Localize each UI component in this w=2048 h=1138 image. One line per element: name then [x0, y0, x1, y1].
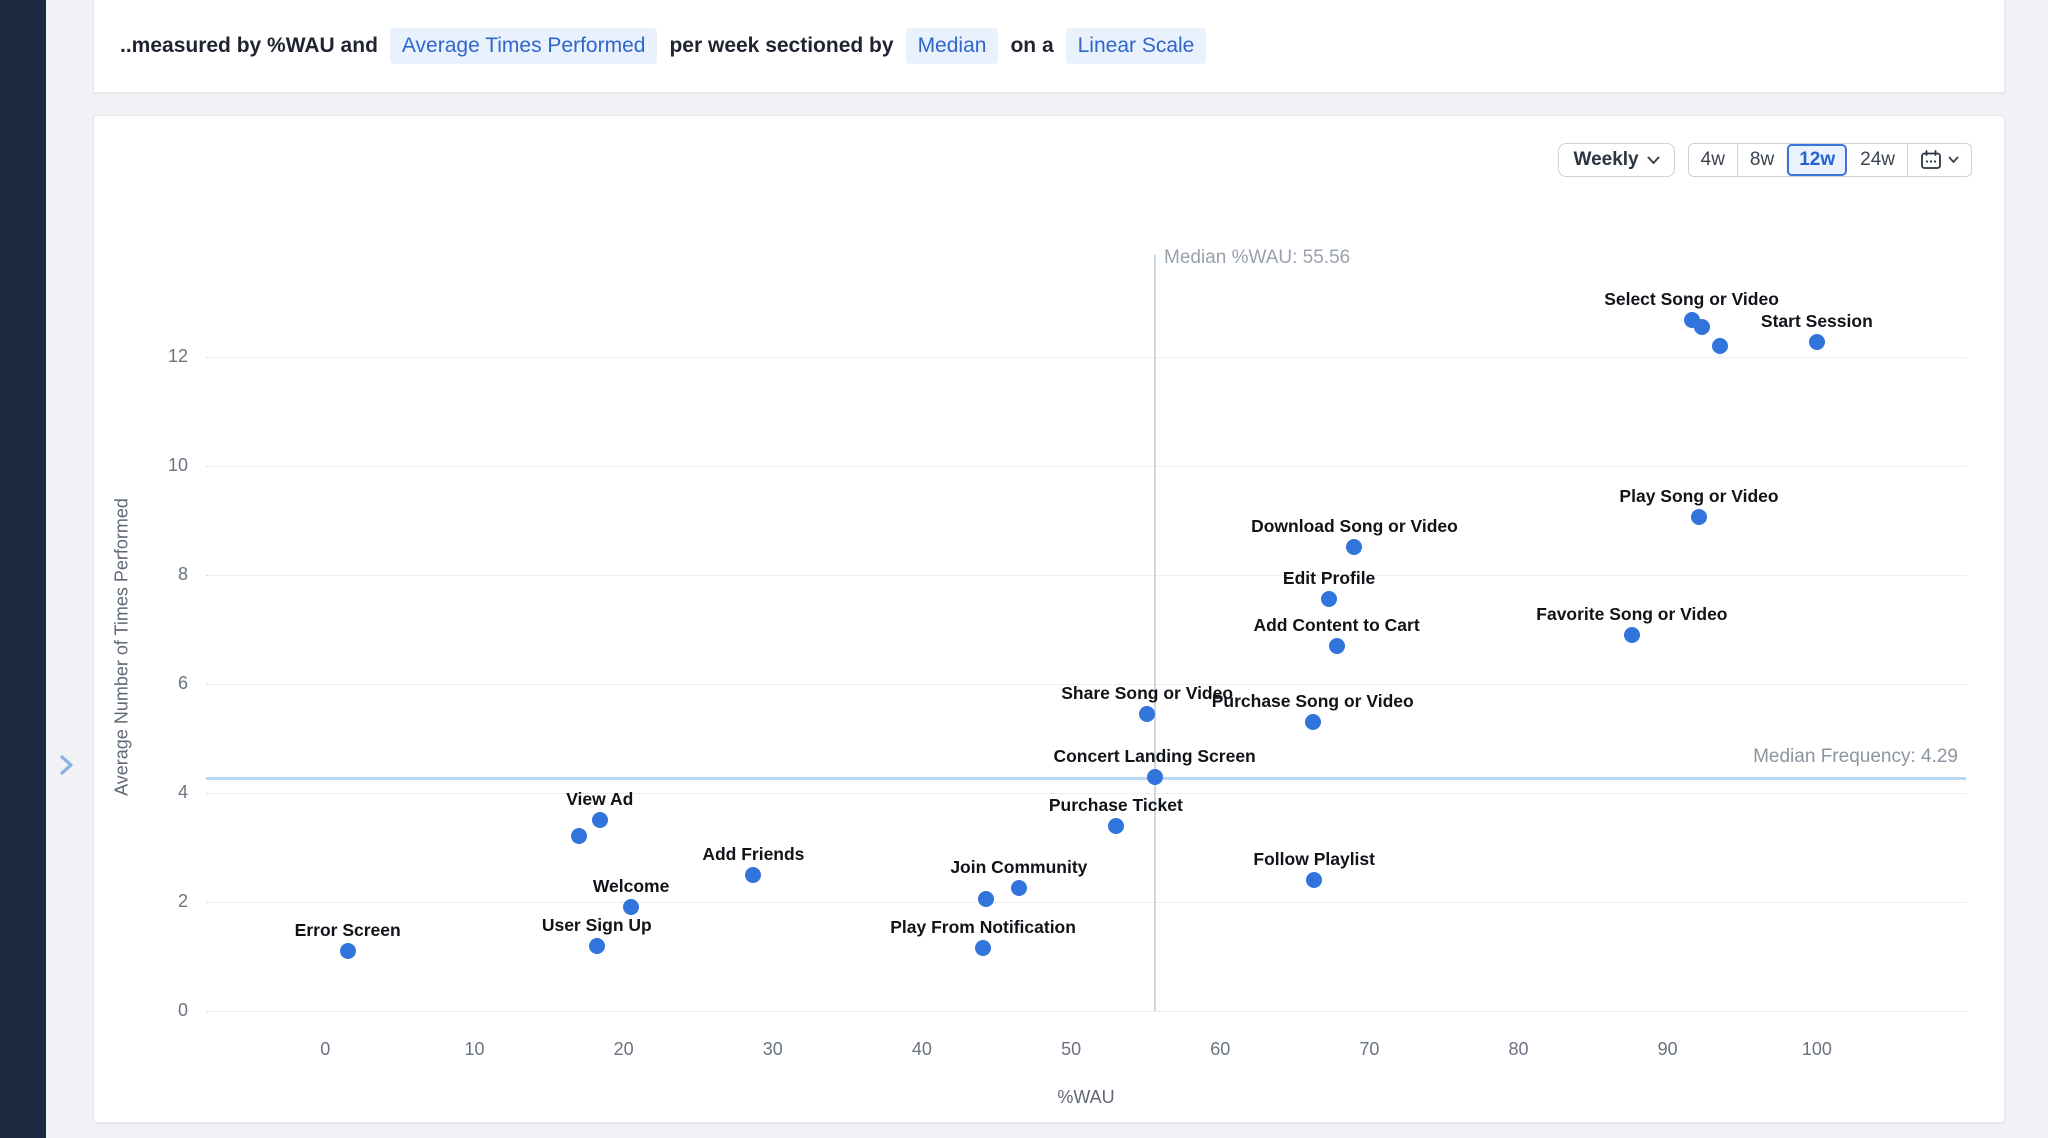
sidebar-expand-chevron-icon[interactable]	[52, 752, 80, 780]
section-selector-pill[interactable]: Median	[905, 27, 999, 64]
scatter-chart-card: Weekly 4w 8w 12w 24w	[93, 115, 2005, 1123]
data-point-label: Purchase Ticket	[1048, 794, 1183, 815]
data-point-welcome[interactable]	[623, 899, 640, 916]
x-tick-label-60: 60	[1210, 1039, 1231, 1059]
data-point-label: Follow Playlist	[1253, 849, 1375, 870]
interval-dropdown-label: Weekly	[1573, 149, 1639, 170]
chart-controls: Weekly 4w 8w 12w 24w	[1558, 143, 1972, 177]
data-point-label: User Sign Up	[541, 914, 652, 935]
data-point-label: Welcome	[592, 876, 670, 897]
left-nav-rail	[0, 0, 46, 1138]
data-point-label: Select Song or Video	[1604, 288, 1779, 309]
data-point-add-content-to-cart[interactable]	[1328, 637, 1345, 654]
x-tick-label-30: 30	[762, 1039, 783, 1059]
data-point-label: Concert Landing Screen	[1053, 746, 1256, 767]
x-tick-label-20: 20	[613, 1039, 634, 1059]
y-tick-label-10: 10	[167, 454, 188, 475]
gridline-y-10	[206, 465, 1966, 467]
gridline-y-6	[206, 683, 1966, 685]
data-point-play-song-or-video[interactable]	[1691, 509, 1708, 526]
data-point-play-from-notification[interactable]	[975, 940, 992, 957]
gridline-y-2	[206, 901, 1966, 903]
plot-area: Average Number of Times Performed %WAU 0…	[112, 247, 1966, 1107]
sentence-mid1: per week sectioned by	[669, 33, 894, 57]
data-point-view-ad[interactable]	[591, 812, 608, 829]
x-tick-label-100: 100	[1801, 1039, 1832, 1059]
gridline-y-8	[206, 574, 1966, 576]
chevron-down-icon	[1948, 156, 1959, 163]
chevron-down-icon	[1647, 156, 1660, 164]
gridline-y-12	[206, 356, 1966, 358]
data-point-download-song-or-video[interactable]	[1346, 539, 1363, 556]
data-point-join-community[interactable]	[1010, 880, 1027, 897]
date-range-calendar-button[interactable]	[1907, 144, 1971, 176]
data-point-purchase-song-or-video[interactable]	[1304, 713, 1321, 730]
x-tick-label-80: 80	[1508, 1039, 1529, 1059]
x-tick-label-0: 0	[320, 1039, 331, 1059]
sentence-mid2: on a	[1010, 33, 1054, 57]
data-point-add-friends[interactable]	[745, 866, 762, 883]
median-frequency-label: Median Frequency: 4.29	[1753, 746, 1958, 768]
y-tick-label-12: 12	[167, 345, 188, 366]
data-point-share-song-or-video[interactable]	[1139, 705, 1156, 722]
y-tick-label-4: 4	[177, 781, 188, 802]
gridline-y-4	[206, 792, 1966, 794]
data-point-label: Start Session	[1760, 310, 1873, 331]
data-point-label: Join Community	[950, 857, 1088, 878]
y-axis-title: Average Number of Times Performed	[111, 498, 132, 796]
data-point-label: Share Song or Video	[1061, 682, 1234, 703]
range-button-8w[interactable]: 8w	[1736, 144, 1786, 176]
data-point-favorite-song-or-video[interactable]	[1623, 626, 1640, 643]
definition-bar: ..measured by %WAU and Average Times Per…	[93, 0, 2005, 93]
range-button-4w[interactable]: 4w	[1689, 144, 1737, 176]
y-tick-label-8: 8	[177, 563, 188, 584]
data-point-follow-playlist[interactable]	[1306, 872, 1323, 889]
data-point-label: View Ad	[566, 789, 634, 810]
metric-selector-pill[interactable]: Average Times Performed	[389, 27, 658, 64]
data-point-label: Favorite Song or Video	[1536, 603, 1728, 624]
x-tick-label-90: 90	[1657, 1039, 1678, 1059]
x-axis-title: %WAU	[1057, 1087, 1115, 1107]
data-point-purchase-ticket[interactable]	[1107, 817, 1124, 834]
calendar-icon	[1921, 150, 1941, 169]
range-button-24w[interactable]: 24w	[1847, 144, 1907, 176]
data-point-start-session[interactable]	[1808, 333, 1825, 350]
data-point-user-sign-up[interactable]	[588, 937, 605, 954]
data-point-edit-profile[interactable]	[1321, 591, 1338, 608]
median-wau-label: Median %WAU: 55.56	[1164, 247, 1351, 268]
y-tick-label-0: 0	[177, 1000, 188, 1020]
data-point[interactable]	[570, 828, 587, 845]
data-point[interactable]	[978, 891, 995, 908]
data-point-label: Error Screen	[294, 920, 401, 940]
range-button-group: 4w 8w 12w 24w	[1687, 143, 1972, 177]
data-point-label: Edit Profile	[1282, 568, 1376, 589]
data-point-label: Play Song or Video	[1619, 486, 1779, 507]
median-frequency-line	[206, 777, 1966, 780]
chevron-right-icon	[60, 754, 73, 775]
sentence-prefix: ..measured by %WAU and	[120, 33, 378, 57]
data-point[interactable]	[1711, 337, 1728, 354]
x-tick-label-70: 70	[1359, 1039, 1380, 1059]
interval-dropdown[interactable]: Weekly	[1558, 143, 1675, 177]
y-tick-label-2: 2	[177, 890, 188, 911]
data-point-label: Play From Notification	[890, 917, 1076, 938]
data-point-concert-landing-screen[interactable]	[1146, 769, 1163, 786]
measurement-sentence: ..measured by %WAU and Average Times Per…	[120, 24, 1207, 64]
y-tick-label-6: 6	[177, 672, 188, 693]
data-point-label: Download Song or Video	[1251, 516, 1458, 537]
data-point[interactable]	[1694, 318, 1710, 335]
scale-selector-pill[interactable]: Linear Scale	[1065, 27, 1207, 64]
data-point-label: Purchase Song or Video	[1211, 690, 1414, 711]
data-point-label: Add Friends	[702, 843, 805, 864]
x-tick-label-10: 10	[464, 1039, 485, 1059]
gridline-y-0	[206, 1011, 1966, 1012]
data-point-error-screen[interactable]	[339, 943, 356, 959]
median-wau-line	[1154, 255, 1156, 1011]
data-point-label: Add Content to Cart	[1253, 614, 1420, 635]
x-tick-label-40: 40	[911, 1039, 932, 1059]
range-button-12w[interactable]: 12w	[1786, 144, 1848, 176]
x-tick-label-50: 50	[1061, 1039, 1082, 1059]
